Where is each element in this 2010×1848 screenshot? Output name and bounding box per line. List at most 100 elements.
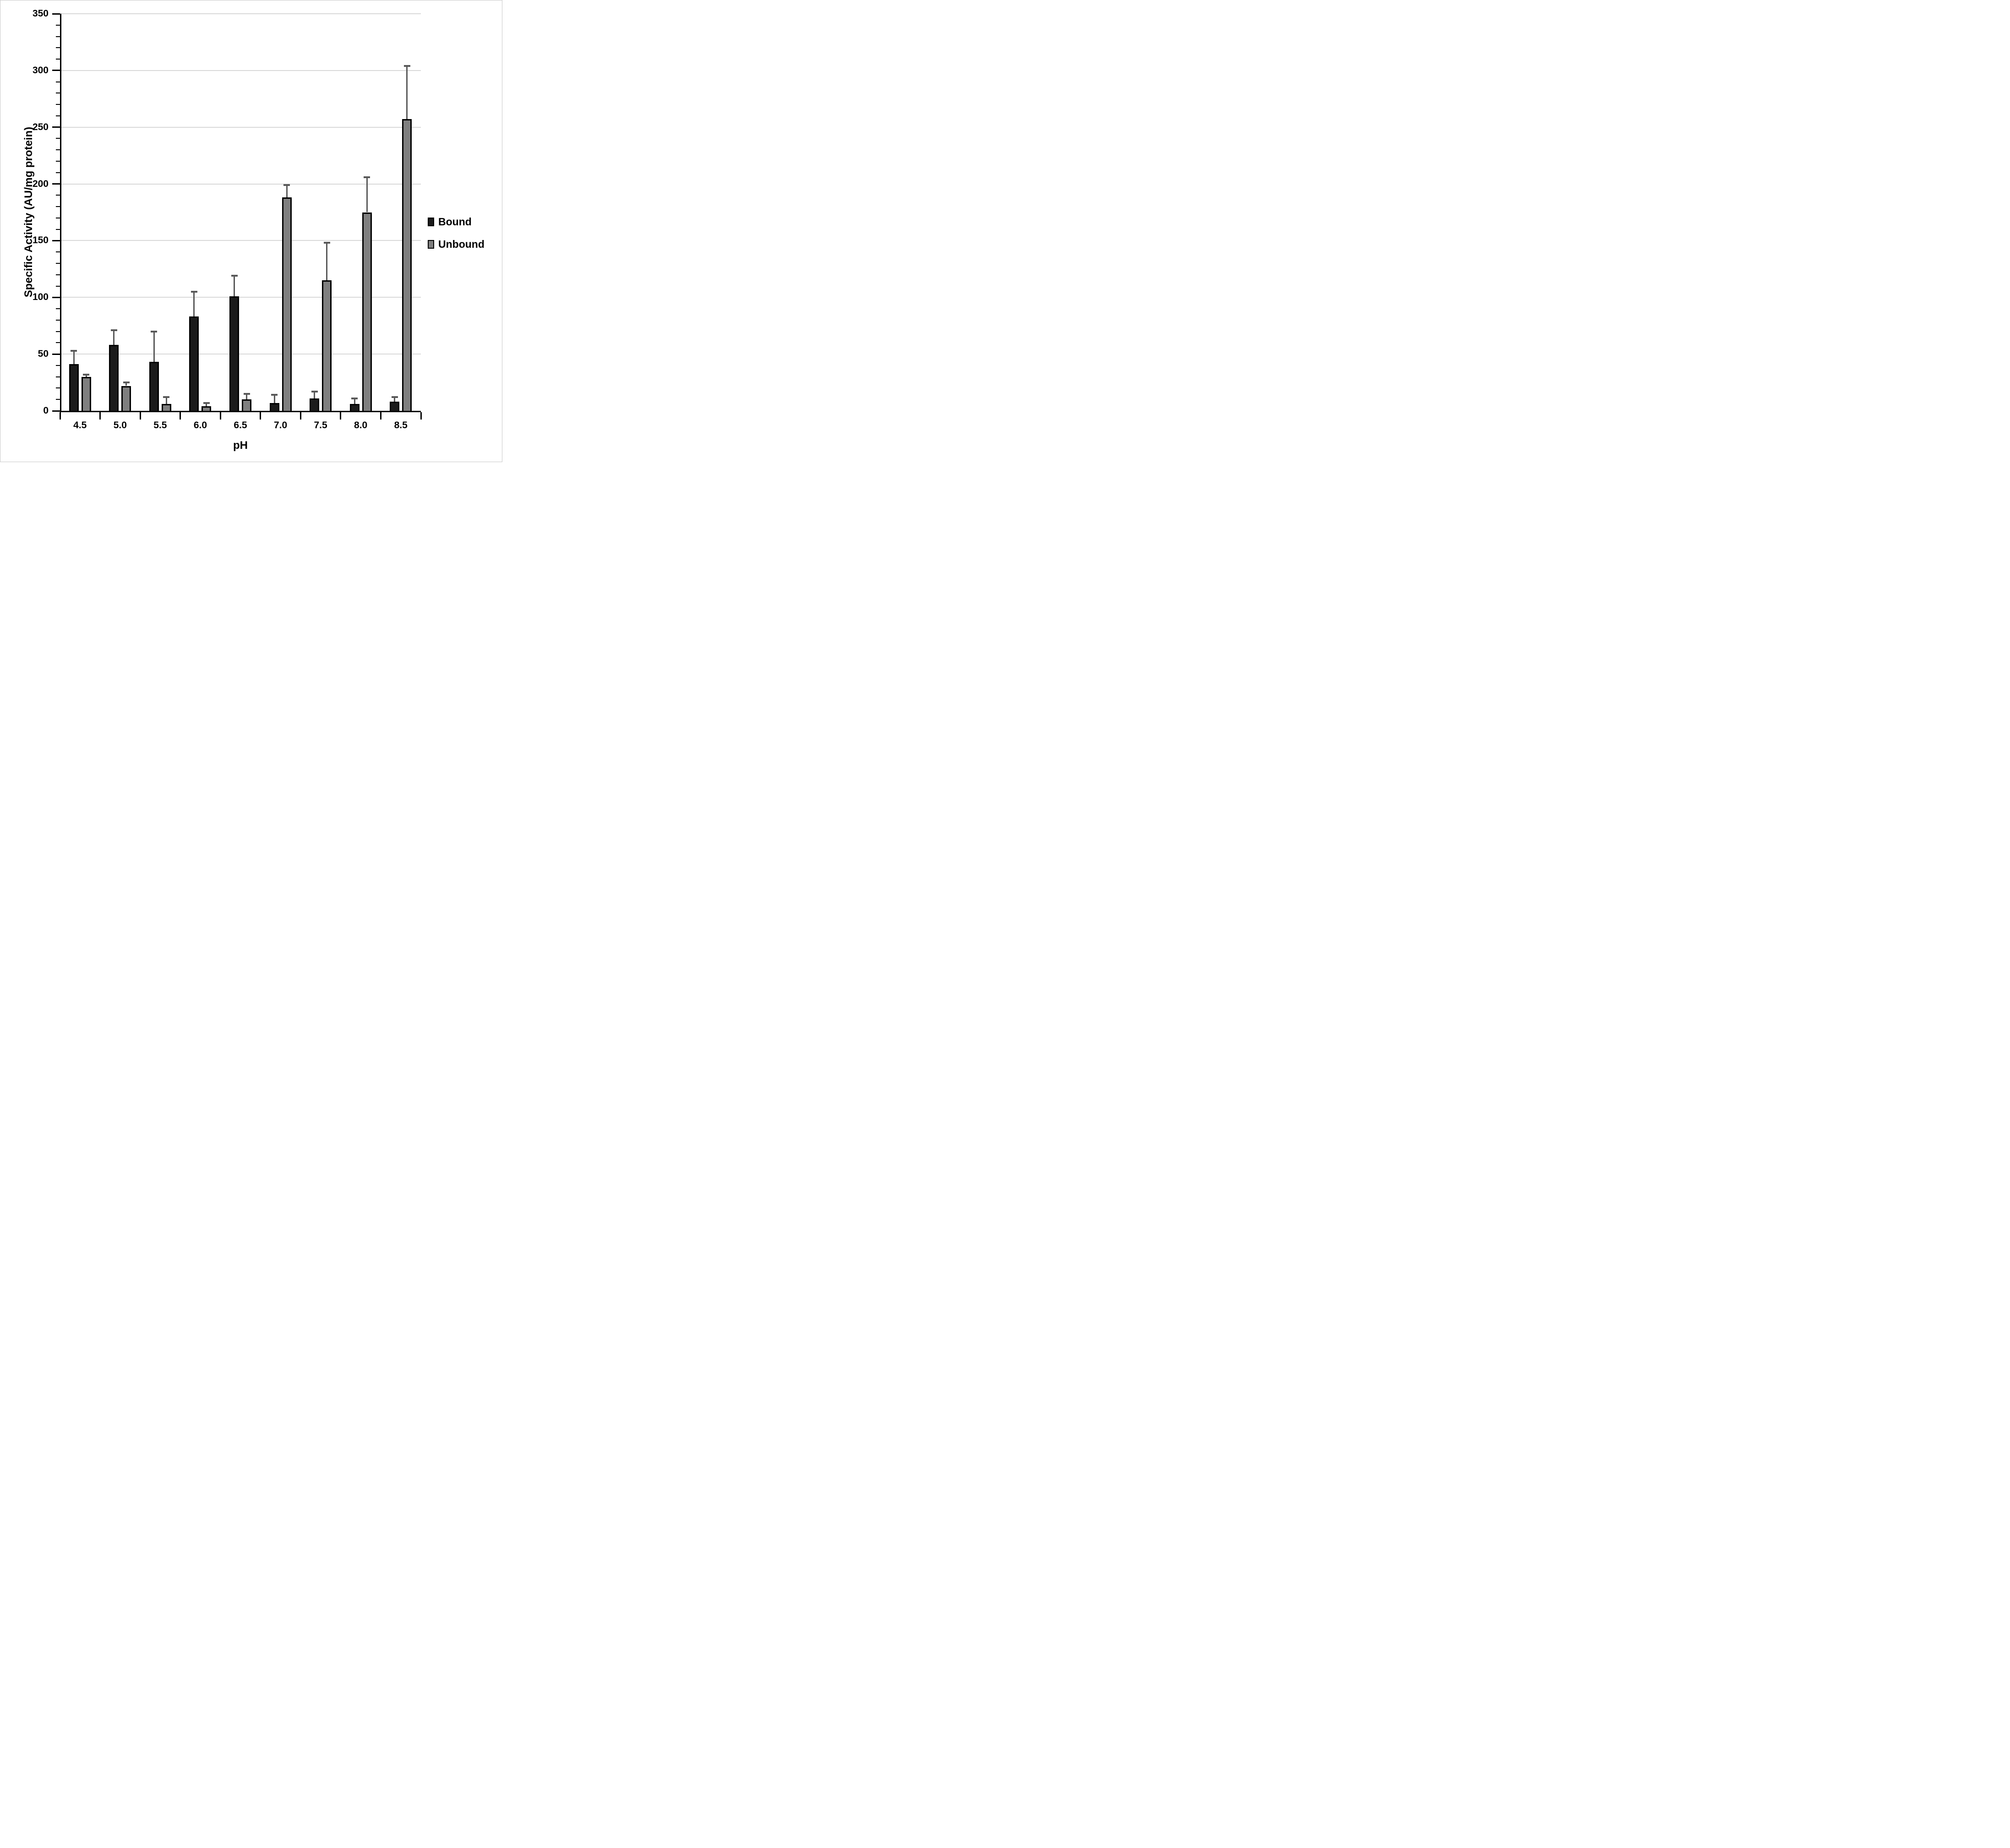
bar-unbound-ph-8.0	[362, 212, 372, 412]
y-axis-minor-tick	[56, 195, 60, 196]
error-bar-cap-bound-ph-5.0	[110, 329, 117, 332]
y-axis-minor-tick	[56, 229, 60, 230]
error-bar-cap-unbound-ph-7.5	[323, 242, 330, 244]
y-axis-tick-300	[52, 70, 60, 71]
y-axis-minor-tick	[56, 376, 60, 377]
error-bar-unbound-ph-6.5	[246, 393, 247, 400]
y-axis-tick-label-150: 150	[32, 235, 49, 246]
x-axis-tick-label-5.0: 5.0	[113, 420, 127, 431]
error-bar-cap-bound-ph-8.0	[351, 397, 358, 399]
y-axis-line	[60, 14, 61, 412]
bar-bound-ph-6.0	[189, 316, 199, 412]
y-axis-minor-tick	[56, 172, 60, 173]
x-axis-tick	[340, 412, 342, 420]
y-axis-tick-250	[52, 126, 60, 128]
error-bar-bound-ph-7.5	[314, 391, 316, 398]
error-bar-unbound-ph-8.0	[366, 177, 368, 213]
y-axis-minor-tick	[56, 331, 60, 332]
bar-unbound-ph-7.0	[282, 197, 292, 412]
error-bar-cap-unbound-ph-7.0	[283, 184, 290, 186]
legend-entry-bound: Bound	[428, 216, 485, 228]
x-axis-tick-label-7.5: 7.5	[314, 420, 327, 431]
x-axis-tick	[380, 412, 381, 420]
error-bar-cap-bound-ph-6.0	[191, 290, 197, 293]
y-axis-minor-tick	[56, 387, 60, 389]
y-axis-minor-tick	[56, 365, 60, 366]
x-axis-tick	[420, 412, 422, 420]
gridline-200	[60, 183, 421, 185]
error-bar-cap-bound-ph-4.5	[71, 349, 77, 352]
legend-label-bound: Bound	[438, 216, 472, 228]
error-bar-cap-bound-ph-7.5	[311, 390, 318, 392]
y-axis-tick-label-300: 300	[32, 65, 49, 76]
gridline-250	[60, 126, 421, 128]
bar-unbound-ph-7.5	[322, 280, 332, 412]
gridline-300	[60, 70, 421, 71]
error-bar-unbound-ph-4.5	[85, 374, 87, 377]
y-axis-tick-100	[52, 296, 60, 298]
x-axis-tick-label-6.5: 6.5	[234, 420, 247, 431]
x-axis-tick-label-8.5: 8.5	[394, 420, 408, 431]
x-axis-tick-label-6.0: 6.0	[193, 420, 207, 431]
bar-bound-ph-6.5	[229, 296, 239, 412]
x-axis-title: pH	[233, 439, 248, 452]
y-axis-minor-tick	[56, 342, 60, 343]
error-bar-bound-ph-6.0	[193, 291, 195, 317]
error-bar-cap-unbound-ph-8.0	[364, 176, 370, 178]
plot-area: 0 50 100 150 200 250 300 350 4.5 5.0 5.5 6.0 6.5 7.0 7…	[0, 0, 502, 462]
x-axis-tick-label-8.0: 8.0	[354, 420, 368, 431]
y-axis-tick-label-200: 200	[32, 178, 49, 189]
x-axis-tick-label-4.5: 4.5	[73, 420, 87, 431]
y-axis-minor-tick	[56, 399, 60, 400]
y-axis-minor-tick	[56, 47, 60, 49]
error-bar-cap-unbound-ph-5.0	[123, 382, 130, 384]
y-axis-tick-150	[52, 240, 60, 241]
y-axis-tick-0	[52, 410, 60, 412]
bar-chart-figure: 0 50 100 150 200 250 300 350 4.5 5.0 5.5 6.0 6.5 7.0 7…	[0, 0, 502, 462]
gridline-350	[60, 13, 421, 14]
error-bar-unbound-ph-5.0	[125, 382, 127, 386]
y-axis-minor-tick	[56, 274, 60, 275]
error-bar-bound-ph-8.0	[354, 398, 355, 404]
bar-bound-ph-5.0	[109, 345, 119, 412]
error-bar-cap-unbound-ph-4.5	[83, 373, 90, 376]
error-bar-cap-bound-ph-8.5	[391, 396, 398, 398]
x-axis-tick	[300, 412, 301, 420]
y-axis-minor-tick	[56, 251, 60, 253]
error-bar-unbound-ph-5.5	[165, 397, 167, 404]
error-bar-cap-unbound-ph-5.5	[163, 396, 170, 398]
y-axis-tick-label-250: 250	[32, 121, 49, 132]
error-bar-bound-ph-5.5	[153, 331, 155, 362]
y-axis-minor-tick	[56, 36, 60, 37]
y-axis-minor-tick	[56, 24, 60, 26]
gridline-100	[60, 297, 421, 298]
y-axis-minor-tick	[56, 206, 60, 207]
bar-unbound-ph-4.5	[81, 376, 91, 412]
legend-swatch-unbound	[428, 240, 434, 249]
error-bar-unbound-ph-7.5	[326, 243, 328, 281]
error-bar-cap-bound-ph-5.5	[151, 330, 158, 333]
error-bar-bound-ph-6.5	[234, 276, 235, 296]
y-axis-minor-tick	[56, 262, 60, 264]
y-axis-minor-tick	[56, 161, 60, 162]
legend-swatch-bound	[428, 218, 434, 226]
x-axis-tick	[59, 412, 61, 420]
gridline-150	[60, 240, 421, 241]
error-bar-bound-ph-7.0	[273, 395, 275, 403]
bar-unbound-ph-5.0	[121, 386, 131, 412]
y-axis-minor-tick	[56, 149, 60, 151]
error-bar-cap-unbound-ph-6.0	[203, 402, 210, 404]
bar-bound-ph-4.5	[69, 364, 79, 412]
x-axis-line	[60, 411, 421, 412]
y-axis-tick-350	[52, 13, 60, 15]
x-axis-tick	[260, 412, 261, 420]
legend-label-unbound: Unbound	[438, 238, 485, 250]
x-axis-tick	[139, 412, 141, 420]
x-axis-tick	[99, 412, 101, 420]
error-bar-cap-unbound-ph-6.5	[243, 392, 250, 395]
y-axis-minor-tick	[56, 104, 60, 105]
y-axis-minor-tick	[56, 59, 60, 60]
y-axis-minor-tick	[56, 319, 60, 321]
x-axis-tick	[219, 412, 221, 420]
x-axis-tick-label-7.0: 7.0	[273, 420, 288, 431]
